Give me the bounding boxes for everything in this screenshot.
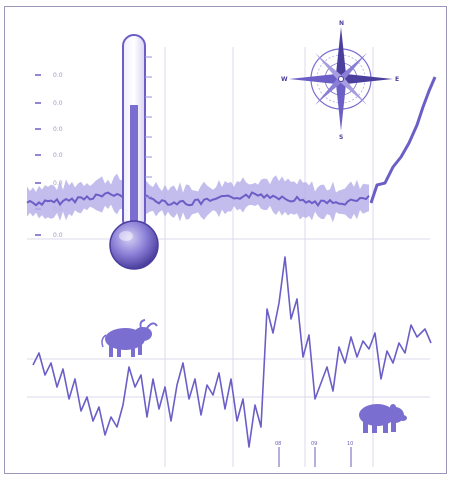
scale-tick-label: 0.0 [53,72,63,79]
compass-west-label: W [281,76,288,83]
market-line [32,256,432,448]
compass-south-label: S [339,134,343,141]
grid-lines [27,47,430,467]
temperature-band [26,76,437,223]
bottom-markers: 08 09 10 [275,441,353,467]
scale-tick-label: 0.0 [53,232,63,239]
bottom-label: 08 [275,441,281,447]
scale-tick-label: 0.0 [53,180,63,187]
financial-illustration: 0.00.00.00.00.00.00.0 [26,20,437,467]
bottom-label: 10 [347,441,353,447]
thermometer-icon [109,34,159,270]
scale-tick-label: 0.0 [53,126,63,133]
scale-tick-label: 0.0 [53,152,63,159]
illustration-frame: 0.00.00.00.00.00.00.0 [4,6,447,474]
compass-rose-icon: N E S W [281,20,399,141]
bottom-label: 09 [311,441,317,447]
bull-icon [101,319,158,357]
scale-tick-label: 0.0 [53,100,63,107]
bear-icon [359,404,407,433]
compass-east-label: E [395,76,399,83]
compass-north-label: N [339,20,344,27]
